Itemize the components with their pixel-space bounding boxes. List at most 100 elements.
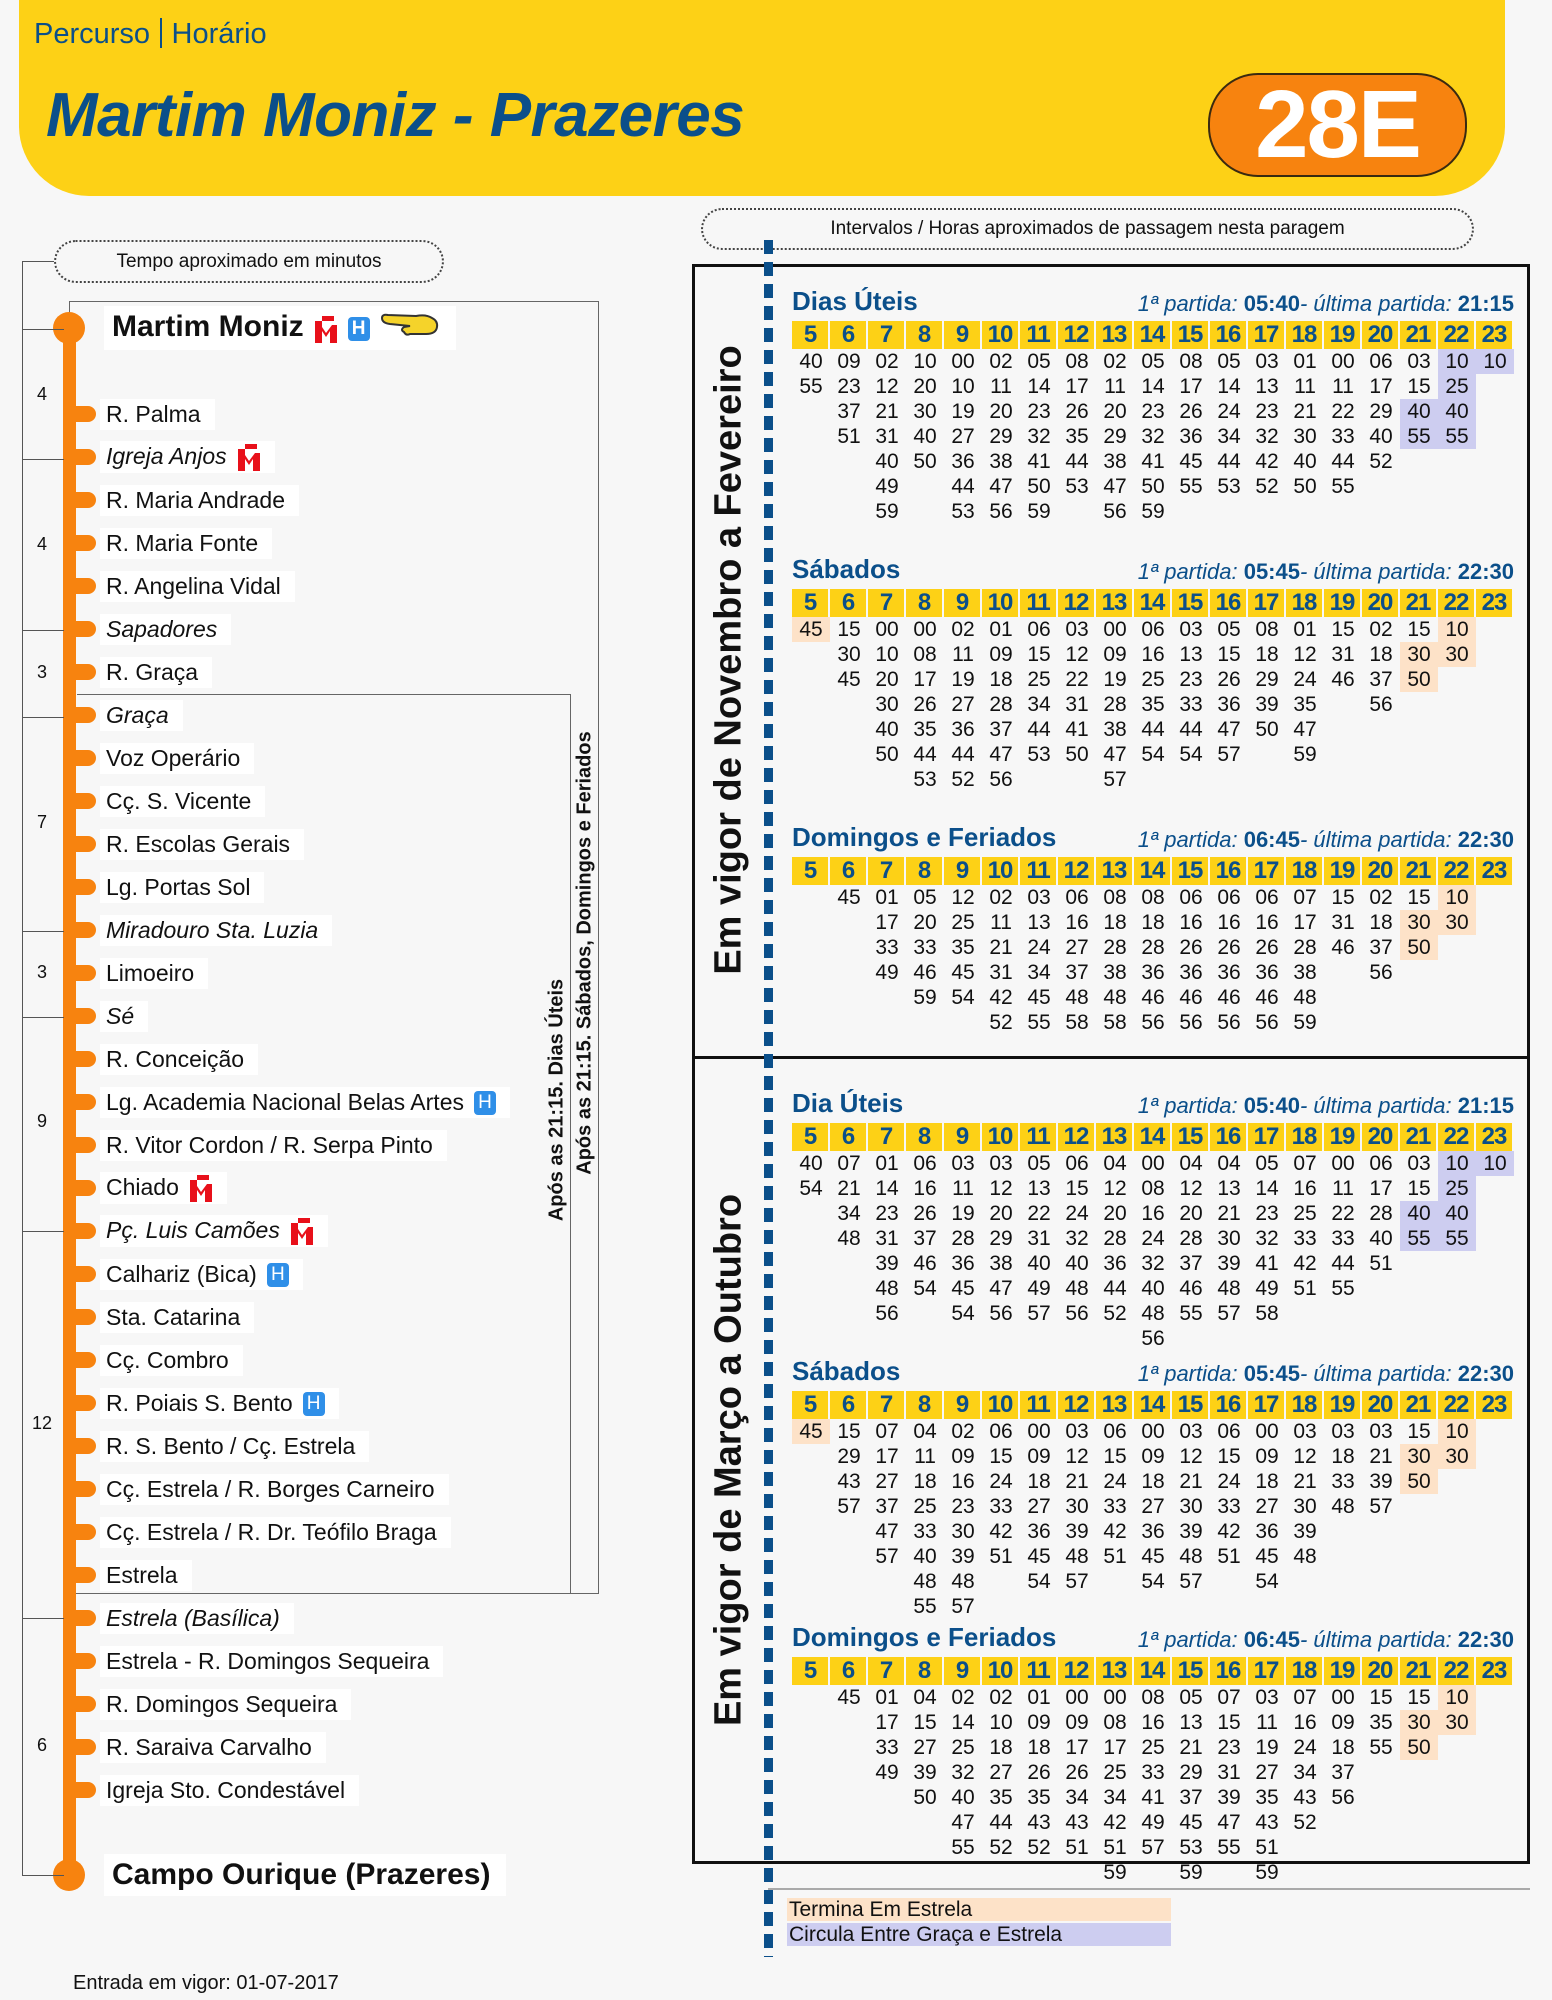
stop[interactable]: R. Escolas Gerais [76,828,305,860]
stop[interactable]: Miradouro Sta. Luzia [76,914,333,946]
stop[interactable]: R. Maria Andrade [76,484,299,516]
minutes-column: 03 11 19 28 36 45 54 [944,1151,982,1351]
departure-minute: 32 [1255,425,1279,448]
departure-minute: 27 [875,1470,899,1493]
hour-cell: 21 [1400,1123,1436,1151]
stop-start[interactable]: Martim Moniz H [100,306,456,350]
stop[interactable]: Igreja Sto. Condestável [76,1774,360,1806]
departure-minute: 17 [1369,375,1393,398]
stop[interactable]: R. Poiais S. Bento H [76,1387,339,1419]
stop[interactable]: Graça [76,699,183,731]
minutes-grid: 45 01 17 33 49 05 20 33 46 59 12 25 35 45 54 02 11 21 31 42… [792,885,1514,1035]
stop-name: Cç. Combro [100,1344,243,1376]
last-departure-time: 21:15 [1457,1093,1514,1118]
departure-minute: 21 [1293,400,1317,423]
departure-minute: 23 [951,1495,975,1518]
departure-minute: 39 [1217,1252,1241,1275]
departure-minute: 54 [951,1302,975,1325]
departure-minute: 30 [913,400,937,423]
stop[interactable]: Estrela (Basílica) [76,1602,294,1634]
hour-cell: 8 [906,1657,942,1685]
departure-minute-termina: 50 [1400,1469,1438,1494]
stop[interactable]: Estrela [76,1559,192,1591]
stop[interactable]: Cç. Estrela / R. Borges Carneiro [76,1473,449,1505]
stop[interactable]: R. Vitor Cordon / R. Serpa Pinto [76,1129,447,1161]
stop-name: Lg. Academia Nacional Belas Artes H [100,1086,510,1118]
page-title: Martim Moniz - Prazeres [46,81,745,150]
stop[interactable]: R. Saraiva Carvalho [76,1731,326,1763]
hour-cell: 20 [1362,1657,1398,1685]
departure-minute: 16 [1141,1711,1165,1734]
stop[interactable]: R. S. Bento / Cç. Estrela [76,1430,370,1462]
hour-cell: 8 [906,857,942,885]
departure-minute: 12 [1293,1445,1317,1468]
stop[interactable]: R. Graça [76,656,213,688]
departure-minute: 59 [875,500,899,523]
stop[interactable]: Sé [76,1000,149,1032]
departure-minute: 44 [913,743,937,766]
departure-minute: 26 [1179,936,1203,959]
pointing-hand-icon [380,312,440,346]
stop[interactable]: Voz Operário [76,742,255,774]
stop-marker [76,1223,96,1239]
departure-minute: 02 [875,350,899,373]
last-departure-time: 22:30 [1457,1627,1514,1652]
minutes-grid: 40 55 09 23 37 51 02 12 21 31 40 49 59 10 20 30 40 50 00 10… [792,349,1514,524]
stop[interactable]: Pç. Luis Camões [76,1214,328,1248]
stop-end[interactable]: Campo Ourique (Prazeres) [100,1854,507,1896]
departure-minute: 01 [875,1686,899,1709]
departure-minute: 57 [1217,743,1241,766]
departure-minute: 13 [1179,1711,1203,1734]
departure-minute: 10 [875,643,899,666]
departure-minute: 00 [1255,1420,1279,1443]
departure-minute: 08 [913,643,937,666]
stop[interactable]: Cç. S. Vicente [76,785,266,817]
stop[interactable]: R. Conceição [76,1043,259,1075]
stop[interactable]: Calhariz (Bica) H [76,1258,303,1290]
minutes-column [1476,885,1514,1035]
stop[interactable]: Cç. Estrela / R. Dr. Teófilo Braga [76,1516,451,1548]
stop[interactable]: Chiado [76,1171,227,1205]
hour-cell: 5 [792,857,828,885]
departure-minute-circula: 40 [1438,1201,1476,1226]
minutes-column: 01 11 21 30 40 50 [1286,349,1324,524]
departure-minute: 14 [1255,1177,1279,1200]
departure-minute: 56 [1369,961,1393,984]
stop-name: Chiado [100,1171,227,1205]
stop[interactable]: Sapadores [76,613,232,645]
hour-cell: 12 [1058,857,1094,885]
stop[interactable]: Limoeiro [76,957,209,989]
departure-minute: 20 [875,668,899,691]
stop[interactable]: Igreja Anjos [76,440,275,474]
stop[interactable]: Estrela - R. Domingos Sequeira [76,1645,444,1677]
departure-minute: 52 [1027,1836,1051,1859]
stop[interactable]: R. Angelina Vidal [76,570,295,602]
departure-minute: 53 [1217,475,1241,498]
departure-minute: 01 [875,886,899,909]
stop[interactable]: R. Domingos Sequeira [76,1688,352,1720]
hour-cell: 18 [1286,589,1322,617]
minutes-column [1476,1419,1514,1619]
departure-minute: 25 [1141,1736,1165,1759]
minutes-column: 04 13 21 30 39 48 57 [1210,1151,1248,1351]
departure-minute: 18 [1369,643,1393,666]
last-departure-label: - última partida: [1299,827,1458,852]
stop-name: Pç. Luis Camões [100,1214,328,1248]
departure-minute: 35 [1141,693,1165,716]
departure-minute: 06 [1141,618,1165,641]
stop[interactable]: R. Palma [76,398,215,430]
minutes-column: 06 16 25 35 44 54 [1134,617,1172,792]
departure-minute: 36 [951,718,975,741]
departure-minute: 29 [989,1227,1013,1250]
stop[interactable]: R. Maria Fonte [76,527,273,559]
hour-cell: 15 [1172,1123,1208,1151]
departure-range: 1ª partida: 05:45- última partida: 22:30 [1138,559,1514,585]
stop[interactable]: Sta. Catarina [76,1301,255,1333]
stop[interactable]: Cç. Combro [76,1344,243,1376]
stop[interactable]: Lg. Academia Nacional Belas Artes H [76,1086,510,1118]
minutes-column: 08 18 29 39 50 [1248,617,1286,792]
departure-minute: 58 [1255,1302,1279,1325]
departure-minute: 02 [951,618,975,641]
stop[interactable]: Lg. Portas Sol [76,871,265,903]
departure-minute: 37 [875,1495,899,1518]
